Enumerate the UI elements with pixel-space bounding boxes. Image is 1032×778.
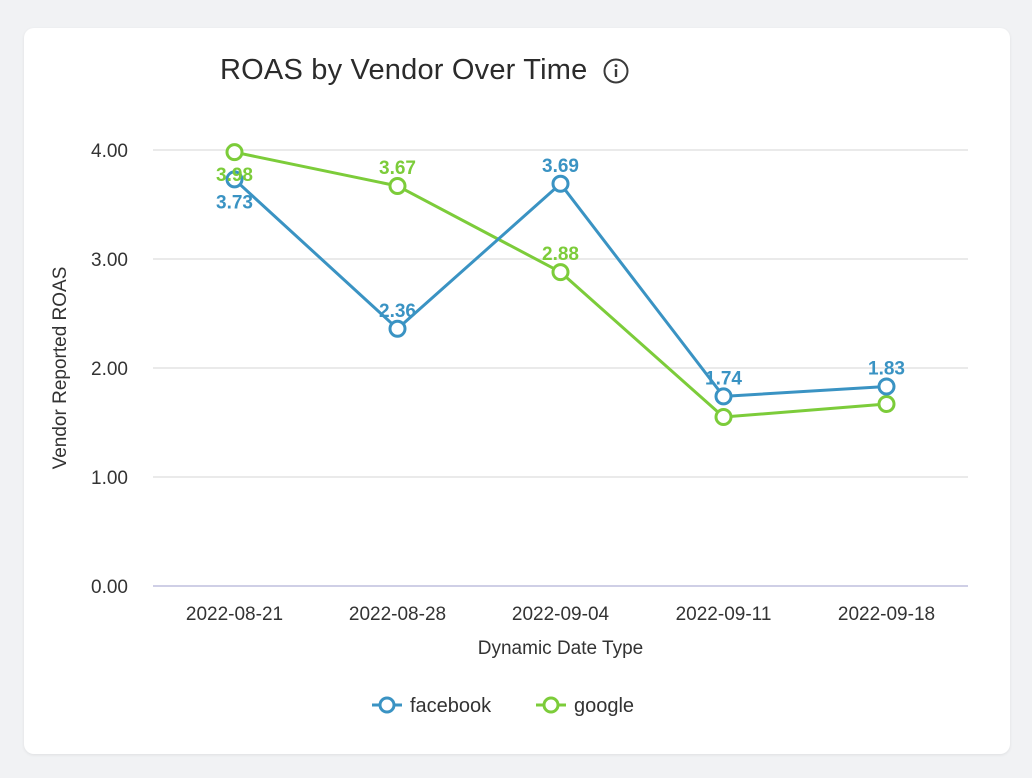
facebook-data-label: 3.73 [216, 192, 253, 213]
google-data-point[interactable] [714, 408, 733, 427]
legend-label: facebook [410, 695, 492, 717]
series-lines [225, 143, 896, 427]
y-tick-label: 3.00 [91, 250, 128, 271]
google-data-point[interactable] [225, 143, 244, 162]
x-axis-title: Dynamic Date Type [478, 638, 643, 659]
y-tick-label: 2.00 [91, 359, 128, 380]
y-axis-title: Vendor Reported ROAS [50, 267, 71, 470]
data-labels: 3.73 2.36 3.69 1.74 1.83 3.98 3.67 2.88 [216, 156, 905, 390]
google-data-point[interactable] [551, 263, 570, 282]
facebook-data-point[interactable] [877, 377, 896, 396]
chart-header: ROAS by Vendor Over Time [220, 54, 629, 87]
x-tick-label: 2022-08-28 [349, 604, 446, 625]
chart-title: ROAS by Vendor Over Time [220, 54, 588, 86]
facebook-data-label: 1.83 [868, 359, 905, 380]
x-tick-label: 2022-09-11 [676, 604, 772, 625]
grid-lines [153, 149, 968, 587]
legend: facebook google [372, 695, 634, 717]
chart-card [24, 28, 1010, 754]
google-data-label: 3.98 [216, 165, 253, 186]
y-tick-label: 4.00 [91, 141, 128, 162]
legend-marker [378, 696, 396, 714]
google-data-label: 2.88 [542, 244, 579, 265]
legend-label: google [574, 695, 634, 717]
legend-item-google[interactable]: google [536, 695, 634, 717]
y-axis-ticks: 0.00 1.00 2.00 3.00 4.00 [91, 141, 128, 598]
facebook-data-point[interactable] [225, 170, 244, 189]
legend-item-facebook[interactable]: facebook [372, 695, 492, 717]
facebook-data-label: 2.36 [379, 301, 416, 322]
x-tick-label: 2022-09-04 [512, 604, 610, 625]
facebook-data-point[interactable] [714, 387, 733, 406]
facebook-data-point[interactable] [388, 319, 407, 338]
facebook-series-line [233, 178, 887, 398]
x-axis-ticks: 2022-08-21 2022-08-28 2022-09-04 2022-09-11… [186, 604, 935, 625]
facebook-data-point[interactable] [551, 174, 570, 193]
facebook-data-label: 1.74 [705, 368, 742, 389]
legend-marker [542, 696, 560, 714]
x-tick-label: 2022-09-18 [838, 604, 935, 625]
facebook-data-label: 3.69 [542, 156, 579, 177]
x-tick-label: 2022-08-21 [186, 604, 283, 625]
google-data-label: 3.67 [379, 158, 416, 179]
google-data-point[interactable] [388, 176, 407, 195]
y-tick-label: 0.00 [91, 577, 128, 598]
google-data-point[interactable] [877, 394, 896, 413]
info-circle-icon[interactable] [603, 58, 629, 84]
y-tick-label: 1.00 [91, 468, 128, 489]
